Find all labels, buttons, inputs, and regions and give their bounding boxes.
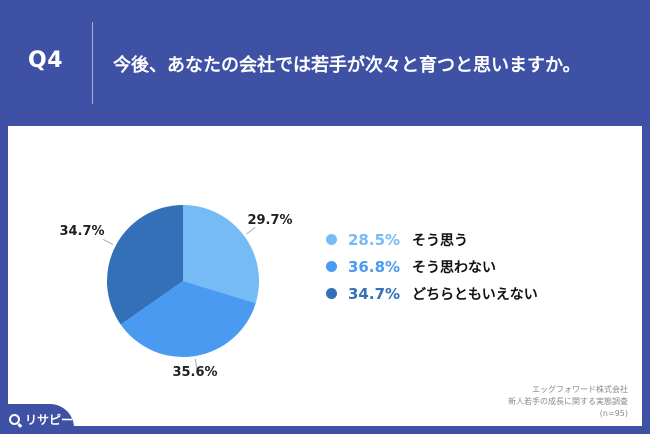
chart-legend: 28.5% そう思う 36.8% そう思わない 34.7% どちらともいえない bbox=[326, 226, 538, 307]
pie-slice bbox=[120, 281, 256, 357]
pie-chart: 29.7% 35.6% 34.7% bbox=[59, 205, 293, 380]
credit-survey: 新人若手の成長に関する実態調査 bbox=[508, 397, 628, 406]
credit-company: エッグフォワード株式会社 bbox=[532, 385, 628, 394]
pie-slice bbox=[183, 205, 259, 304]
search-magnifier-icon bbox=[9, 413, 20, 425]
slice-leader-line bbox=[194, 358, 198, 370]
question-text: 今後、あなたの会社では若手が次々と育つと思いますか。 bbox=[113, 55, 581, 76]
legend-label: そう思わない bbox=[412, 259, 496, 276]
header-banner: Q4 今後、あなたの会社では若手が次々と育つと思いますか。 bbox=[0, 0, 650, 125]
pie-slice bbox=[107, 205, 183, 325]
legend-label: どちらともいえない bbox=[412, 286, 538, 303]
header-divider bbox=[92, 22, 93, 104]
legend-item: 34.7% どちらともいえない bbox=[326, 280, 538, 307]
slice-value-label: 34.7% bbox=[59, 224, 104, 239]
slice-leader-line bbox=[102, 238, 114, 245]
legend-swatch-icon bbox=[326, 234, 337, 245]
slice-value-label: 29.7% bbox=[247, 213, 292, 228]
legend-item: 36.8% そう思わない bbox=[326, 253, 538, 280]
brand-name: リサピー bbox=[25, 412, 74, 427]
credit-sample-size: (n=95) bbox=[599, 409, 628, 418]
source-credit: エッグフォワード株式会社 新人若手の成長に関する実態調査 (n=95) bbox=[508, 384, 628, 420]
question-number: Q4 bbox=[28, 48, 64, 73]
chart-card: 29.7% 35.6% 34.7% 28.5% そう思う 36.8% そう思わない … bbox=[8, 126, 642, 426]
legend-percent: 28.5% bbox=[348, 230, 401, 249]
brand-logo: リサピー bbox=[0, 404, 74, 434]
legend-swatch-icon bbox=[326, 261, 337, 272]
slice-value-label: 35.6% bbox=[172, 365, 217, 380]
legend-percent: 34.7% bbox=[348, 284, 401, 303]
legend-swatch-icon bbox=[326, 288, 337, 299]
legend-label: そう思う bbox=[412, 232, 468, 249]
legend-percent: 36.8% bbox=[348, 257, 401, 276]
slice-leader-line bbox=[246, 227, 256, 235]
legend-item: 28.5% そう思う bbox=[326, 226, 538, 253]
